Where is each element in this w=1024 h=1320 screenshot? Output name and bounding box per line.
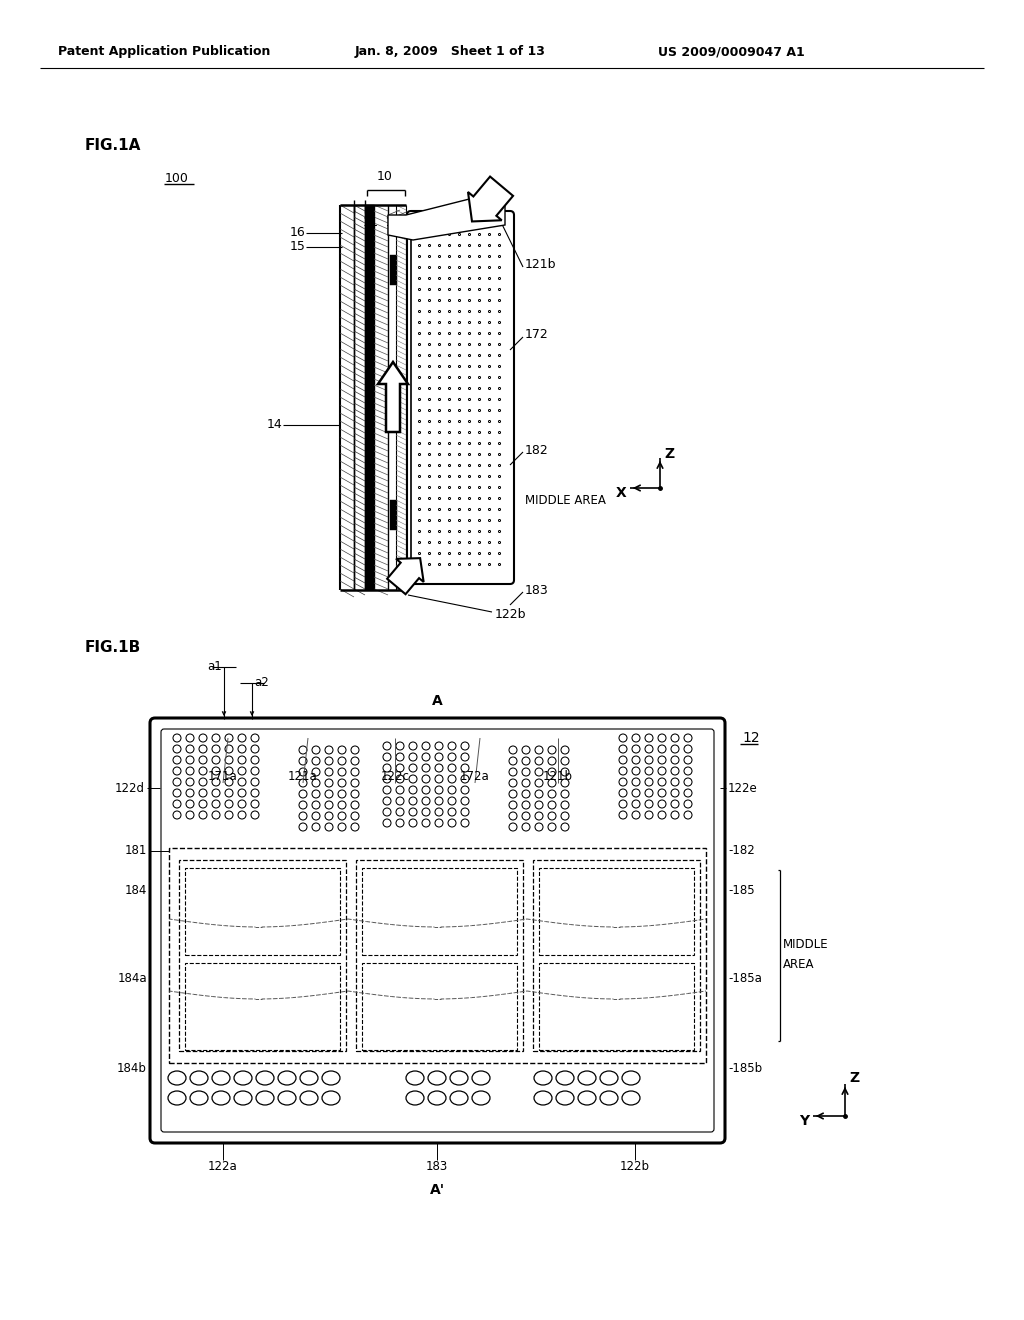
Text: Jan. 8, 2009   Sheet 1 of 13: Jan. 8, 2009 Sheet 1 of 13 bbox=[355, 45, 546, 58]
Text: -182: -182 bbox=[728, 845, 755, 858]
Polygon shape bbox=[388, 190, 505, 240]
Polygon shape bbox=[387, 558, 424, 594]
Text: 182: 182 bbox=[525, 444, 549, 457]
Bar bbox=[390, 378, 397, 407]
Text: 122b: 122b bbox=[495, 609, 526, 622]
Text: -185a: -185a bbox=[728, 972, 762, 985]
Text: 172a: 172a bbox=[460, 770, 489, 783]
Text: 122e: 122e bbox=[728, 781, 758, 795]
Text: 11  13  12: 11 13 12 bbox=[362, 216, 423, 230]
Text: Patent Application Publication: Patent Application Publication bbox=[58, 45, 270, 58]
Text: 122c: 122c bbox=[381, 770, 410, 783]
Text: 184a: 184a bbox=[118, 972, 147, 985]
Text: Z: Z bbox=[849, 1071, 859, 1085]
Bar bbox=[539, 964, 694, 1049]
Bar bbox=[390, 500, 397, 531]
Text: 12: 12 bbox=[742, 731, 760, 744]
Text: a2: a2 bbox=[254, 676, 268, 689]
FancyBboxPatch shape bbox=[150, 718, 725, 1143]
Text: 122a: 122a bbox=[208, 1159, 238, 1172]
Text: 100: 100 bbox=[165, 172, 188, 185]
Polygon shape bbox=[378, 362, 408, 432]
Bar bbox=[362, 869, 517, 954]
Text: 184: 184 bbox=[125, 883, 147, 896]
Bar bbox=[539, 869, 694, 954]
Text: MIDDLE AREA: MIDDLE AREA bbox=[525, 494, 606, 507]
Polygon shape bbox=[468, 177, 513, 222]
Text: 122b: 122b bbox=[620, 1159, 650, 1172]
Bar bbox=[390, 255, 397, 285]
Text: X: X bbox=[616, 486, 627, 500]
Text: FIG.1B: FIG.1B bbox=[85, 640, 141, 656]
Bar bbox=[362, 964, 517, 1049]
Text: MIDDLE: MIDDLE bbox=[783, 939, 828, 952]
Text: -185: -185 bbox=[728, 883, 755, 896]
Text: 184b: 184b bbox=[117, 1061, 147, 1074]
Bar bbox=[356, 861, 523, 1051]
Text: 183: 183 bbox=[525, 583, 549, 597]
Bar bbox=[534, 861, 700, 1051]
Bar bbox=[185, 869, 340, 954]
Text: A: A bbox=[432, 694, 442, 708]
Text: -185b: -185b bbox=[728, 1061, 762, 1074]
Text: 181: 181 bbox=[125, 845, 147, 858]
Text: 10: 10 bbox=[377, 169, 393, 182]
Text: 15: 15 bbox=[290, 240, 306, 253]
Text: 121b: 121b bbox=[525, 259, 556, 272]
Text: 171a: 171a bbox=[208, 770, 238, 783]
Text: 183: 183 bbox=[426, 1159, 449, 1172]
Text: US 2009/0009047 A1: US 2009/0009047 A1 bbox=[658, 45, 805, 58]
Text: AREA: AREA bbox=[783, 958, 814, 972]
Text: 16: 16 bbox=[290, 227, 306, 239]
Bar bbox=[365, 205, 374, 590]
Text: 172: 172 bbox=[525, 329, 549, 342]
Text: 122d: 122d bbox=[115, 781, 145, 795]
Text: a1: a1 bbox=[207, 660, 222, 673]
Text: FIG.1A: FIG.1A bbox=[85, 137, 141, 153]
Text: 121a: 121a bbox=[288, 770, 317, 783]
Text: A': A' bbox=[429, 1183, 444, 1197]
Text: Z: Z bbox=[664, 447, 674, 461]
Bar bbox=[185, 964, 340, 1049]
Text: 121b: 121b bbox=[543, 770, 573, 783]
Bar bbox=[169, 847, 706, 1063]
Text: 14: 14 bbox=[267, 418, 283, 432]
Text: Y: Y bbox=[799, 1114, 809, 1129]
Bar bbox=[179, 861, 346, 1051]
FancyBboxPatch shape bbox=[407, 211, 514, 583]
